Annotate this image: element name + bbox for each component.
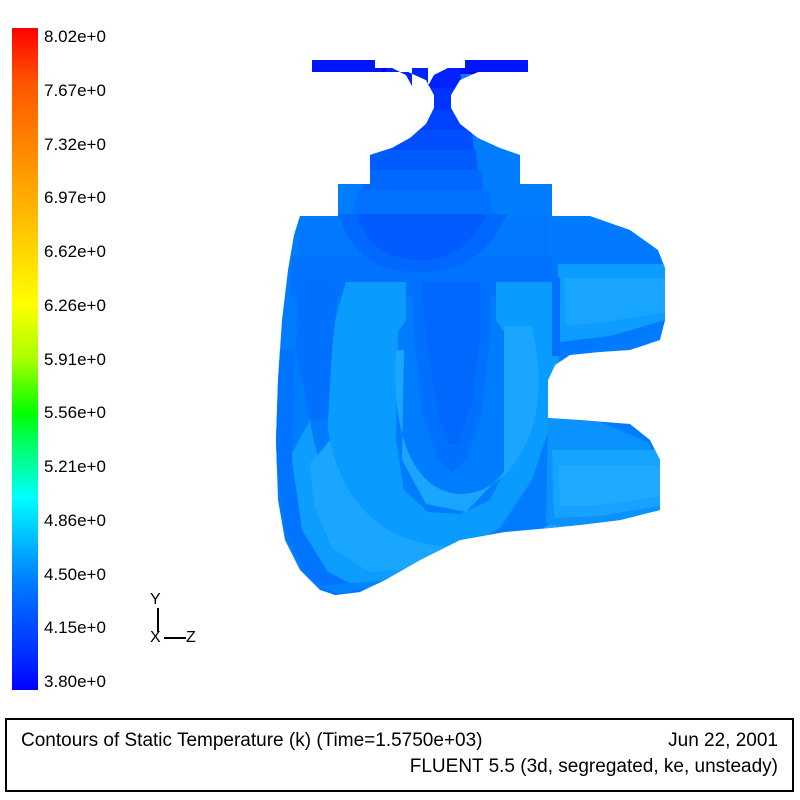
colorbar-tick-label: 7.32e+0 (44, 134, 106, 154)
footer-title: Contours of Static Temperature (k) (Time… (21, 730, 483, 751)
triad-x-label: X (150, 629, 161, 646)
colorbar-tick-label: 4.86e+0 (44, 510, 106, 530)
colorbar-tick-label: 5.21e+0 (44, 457, 106, 476)
colorbar-labels: 8.02e+0 7.67e+0 7.32e+0 6.97e+0 6.62e+0 6.26e… (44, 28, 154, 690)
colorbar-gradient (12, 28, 38, 690)
axis-triad: Y X Z (148, 592, 218, 648)
colorbar-tick-label: 4.15e+0 (44, 618, 106, 638)
triad-z-label: Z (186, 629, 196, 646)
triad-z-axis-line (164, 637, 186, 639)
colorbar-tick-label: 8.02e+0 (44, 27, 106, 46)
triad-y-axis-line (157, 608, 159, 632)
colorbar-tick-label: 6.62e+0 (44, 242, 106, 261)
colorbar-tick-label: 4.50e+0 (44, 564, 106, 584)
colorbar-tick-label: 5.56e+0 (44, 403, 106, 423)
triad-y-label: Y (150, 591, 161, 608)
footer-date: Jun 22, 2001 (668, 730, 778, 751)
colorbar-tick-label: 3.80e+0 (44, 672, 106, 691)
contour-plot (160, 20, 780, 690)
colorbar (12, 28, 38, 690)
colorbar-tick-label: 5.91e+0 (44, 349, 106, 369)
footer-panel: Contours of Static Temperature (k) (Time… (5, 718, 794, 792)
colorbar-tick-label: 6.97e+0 (44, 188, 106, 208)
colorbar-tick-label: 6.26e+0 (44, 295, 106, 315)
colorbar-tick-label: 7.67e+0 (44, 80, 106, 100)
footer-solver-info: FLUENT 5.5 (3d, segregated, ke, unsteady… (409, 756, 778, 777)
